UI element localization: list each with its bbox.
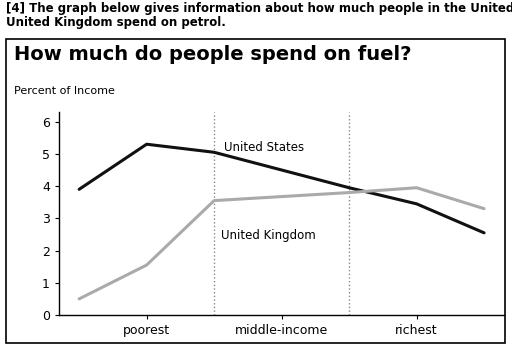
- Text: United States: United States: [224, 141, 304, 154]
- Text: How much do people spend on fuel?: How much do people spend on fuel?: [14, 46, 411, 64]
- Text: United Kingdom spend on petrol.: United Kingdom spend on petrol.: [6, 16, 226, 29]
- Text: [4] The graph below gives information about how much people in the United States: [4] The graph below gives information ab…: [6, 2, 512, 15]
- Text: United Kingdom: United Kingdom: [221, 229, 315, 242]
- Text: Percent of Income: Percent of Income: [14, 86, 115, 96]
